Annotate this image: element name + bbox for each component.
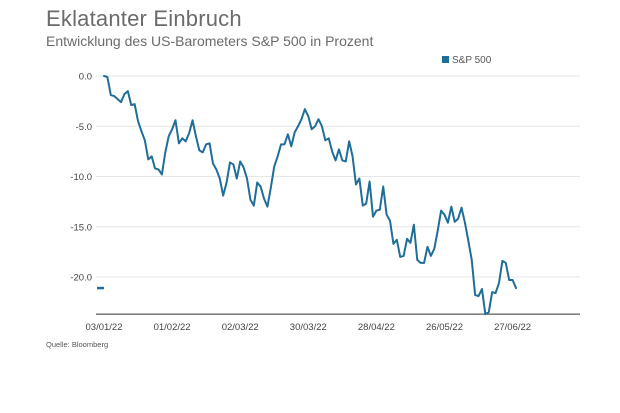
y-tick-label: -10.0 [70, 172, 92, 183]
chart-title: Eklatanter Einbruch [46, 6, 242, 31]
source-note: Quelle: Bloomberg [46, 340, 109, 349]
x-tick-label: 30/03/22 [290, 322, 327, 333]
x-tick-label: 03/01/22 [86, 322, 123, 333]
legend: S&P 500 [442, 55, 492, 66]
series-line-sp500 [103, 75, 517, 316]
x-tick-label: 02/03/22 [222, 322, 259, 333]
chart-subtitle: Entwicklung des US-Barometers S&P 500 in… [46, 33, 374, 49]
plot-area [97, 75, 517, 316]
x-axis: 03/01/22 01/02/22 02/03/22 30/03/22 28/04/22… [86, 313, 580, 333]
x-tick-label: 26/05/22 [426, 322, 463, 333]
legend-swatch [442, 56, 449, 63]
x-tick-label: 27/06/22 [494, 322, 531, 333]
y-axis: 0.0 -5.0 -10.0 -15.0 -20.0 [70, 72, 92, 284]
x-tick-label: 01/02/22 [154, 322, 191, 333]
y-tick-label: -20.0 [70, 273, 92, 284]
x-tick-label: 28/04/22 [358, 322, 395, 333]
y-tick-label: -15.0 [70, 222, 92, 233]
y-tick-label: -5.0 [76, 122, 92, 133]
legend-label: S&P 500 [452, 55, 492, 66]
grid-lines [96, 75, 580, 278]
y-tick-label: 0.0 [79, 72, 92, 83]
